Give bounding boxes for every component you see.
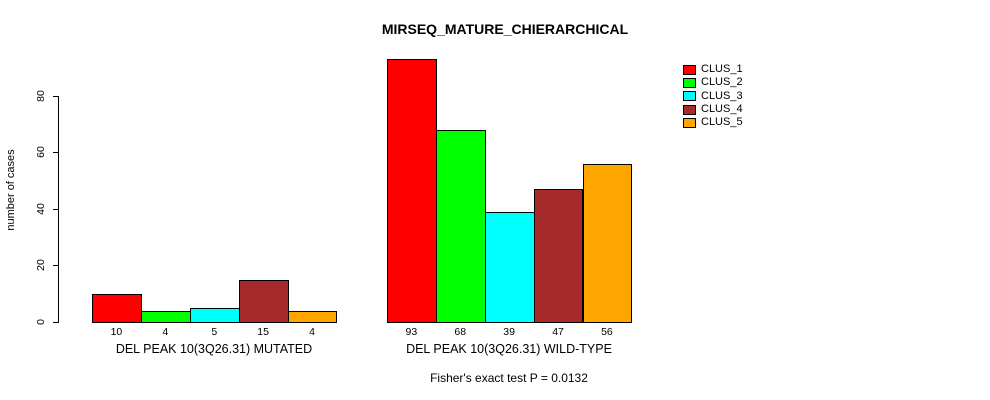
legend-row: CLUS_4	[683, 103, 743, 116]
legend-label: CLUS_2	[701, 76, 743, 89]
bar-clus_3-group2	[484, 211, 535, 323]
bar-value-label: 4	[162, 326, 169, 338]
bar-clus_5-group2	[582, 163, 633, 323]
y-tick-mark	[53, 152, 58, 154]
bar-value-label: 47	[552, 326, 564, 338]
legend: CLUS_1 CLUS_2 CLUS_3 CLUS_4 CLUS_5	[683, 63, 743, 130]
bar-value-label: 68	[454, 326, 467, 338]
legend-row: CLUS_5	[683, 116, 743, 129]
bar-clus_1-group2	[386, 58, 437, 323]
group-label-mutated: DEL PEAK 10(3Q26.31) MUTATED	[115, 342, 313, 356]
bar-clus_4-group2	[533, 188, 584, 323]
bar-value-label: 93	[405, 326, 418, 338]
chart-title: MIRSEQ_MATURE_CHIERARCHICAL	[381, 21, 629, 37]
legend-label: CLUS_3	[701, 89, 743, 102]
y-tick-label: 20	[35, 259, 47, 272]
y-tick-label: 0	[35, 319, 47, 325]
y-axis-line	[58, 96, 59, 323]
legend-swatch-clus_1	[683, 64, 696, 75]
y-tick-mark	[53, 95, 58, 97]
bar-clus_4-group1	[238, 279, 289, 323]
bar-clus_5-group1	[287, 310, 338, 323]
legend-swatch-clus_2	[683, 77, 696, 88]
y-tick-mark	[53, 208, 58, 210]
y-tick-label: 40	[35, 202, 47, 215]
legend-row: CLUS_3	[683, 90, 743, 103]
bar-clus_2-group2	[435, 129, 486, 323]
legend-label: CLUS_1	[701, 63, 743, 76]
bar-clus_1-group1	[92, 293, 142, 323]
legend-swatch-clus_4	[683, 104, 696, 115]
bar-value-label: 5	[211, 326, 218, 338]
group-label-wildtype: DEL PEAK 10(3Q26.31) WILD-TYPE	[406, 342, 612, 356]
bar-clus_3-group1	[189, 307, 240, 323]
legend-row: CLUS_1	[683, 63, 743, 76]
legend-swatch-clus_3	[683, 91, 696, 102]
legend-label: CLUS_5	[701, 116, 743, 129]
bar-value-label: 4	[309, 326, 315, 338]
y-tick-mark	[53, 322, 58, 323]
y-tick-label: 80	[35, 89, 47, 102]
y-axis-title: number of cases	[5, 149, 17, 231]
y-tick-mark	[53, 265, 58, 267]
legend-swatch-clus_5	[683, 117, 696, 128]
y-tick-label: 60	[35, 146, 47, 159]
bar-value-label: 56	[601, 326, 613, 338]
bar-value-label: 39	[503, 326, 515, 338]
fisher-test-annotation: Fisher's exact test P = 0.0132	[430, 371, 588, 385]
legend-label: CLUS_4	[701, 103, 743, 116]
bar-clus_2-group1	[140, 310, 191, 323]
bar-value-label: 10	[110, 326, 123, 338]
legend-row: CLUS_2	[683, 76, 743, 89]
bar-value-label: 15	[257, 326, 269, 338]
